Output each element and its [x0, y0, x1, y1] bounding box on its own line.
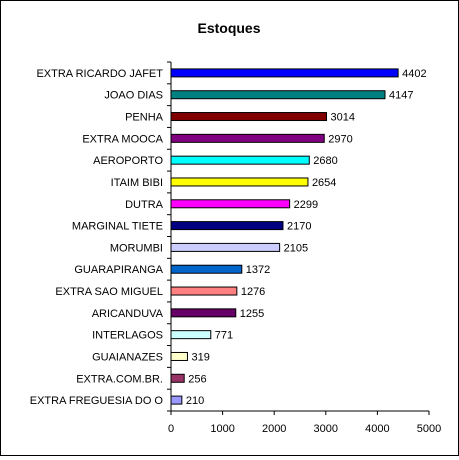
chart-title: Estoques — [197, 20, 260, 36]
data-label: 4147 — [389, 90, 413, 102]
bar — [170, 221, 284, 231]
x-tick-label: 3000 — [314, 423, 338, 435]
data-label: 4402 — [402, 68, 426, 80]
category-label: JOAO DIAS — [104, 90, 163, 102]
category-label: ITAIM BIBI — [111, 177, 163, 189]
bar — [170, 351, 188, 361]
category-label: INTERLAGOS — [92, 330, 163, 342]
bar — [170, 286, 238, 296]
axis-layer: EXTRA RICARDO JAFET JOAO DIAS PENHA EXTRA M… — [30, 61, 441, 435]
category-label: EXTRA SAO MIGUEL — [55, 286, 163, 298]
bar — [170, 133, 325, 143]
bar — [170, 242, 281, 252]
category-label: AEROPORTO — [93, 155, 163, 167]
data-label: 2654 — [312, 177, 336, 189]
data-label: 2105 — [284, 242, 308, 254]
x-tick-label: 4000 — [365, 423, 389, 435]
x-tick-label: 0 — [168, 423, 174, 435]
category-label: ARICANDUVA — [92, 308, 164, 320]
category-label: EXTRA FREGUESIA DO O — [30, 395, 164, 407]
category-label: DUTRA — [125, 199, 164, 211]
category-label: GUARAPIRANGA — [74, 264, 163, 276]
bar — [170, 112, 328, 122]
data-label: 1276 — [241, 286, 265, 298]
data-label: 1255 — [240, 308, 264, 320]
x-tick-label: 1000 — [210, 423, 234, 435]
bar — [170, 68, 399, 78]
data-label: 771 — [215, 330, 233, 342]
data-label: 1372 — [246, 264, 270, 276]
data-label: 3014 — [331, 112, 355, 124]
data-label: 2680 — [313, 155, 337, 167]
bar — [170, 90, 386, 100]
category-label: EXTRA.COM.BR. — [76, 373, 163, 385]
category-label: MARGINAL TIETE — [72, 221, 163, 233]
data-label: 2299 — [294, 199, 318, 211]
bar — [170, 395, 183, 405]
bar — [170, 308, 237, 318]
x-tick-label: 5000 — [417, 423, 441, 435]
data-label: 210 — [186, 395, 204, 407]
bar — [170, 330, 212, 340]
category-label: MORUMBI — [110, 242, 163, 254]
bars-layer: 4402 4147 3014 2970 2680 2654 2299 2170 2105 1372… — [170, 68, 427, 407]
category-label: EXTRA RICARDO JAFET — [36, 68, 163, 80]
category-label: PENHA — [125, 112, 164, 124]
data-label: 319 — [191, 351, 209, 363]
data-label: 2970 — [328, 133, 352, 145]
bar — [170, 155, 310, 165]
bar — [170, 264, 243, 274]
data-label: 256 — [188, 373, 206, 385]
data-label: 2170 — [287, 221, 311, 233]
category-label: EXTRA MOOCA — [82, 133, 163, 145]
x-tick-label: 2000 — [262, 423, 286, 435]
bar — [170, 199, 291, 209]
category-label: GUAIANAZES — [92, 351, 163, 363]
bar — [170, 177, 309, 187]
bar — [170, 373, 185, 383]
